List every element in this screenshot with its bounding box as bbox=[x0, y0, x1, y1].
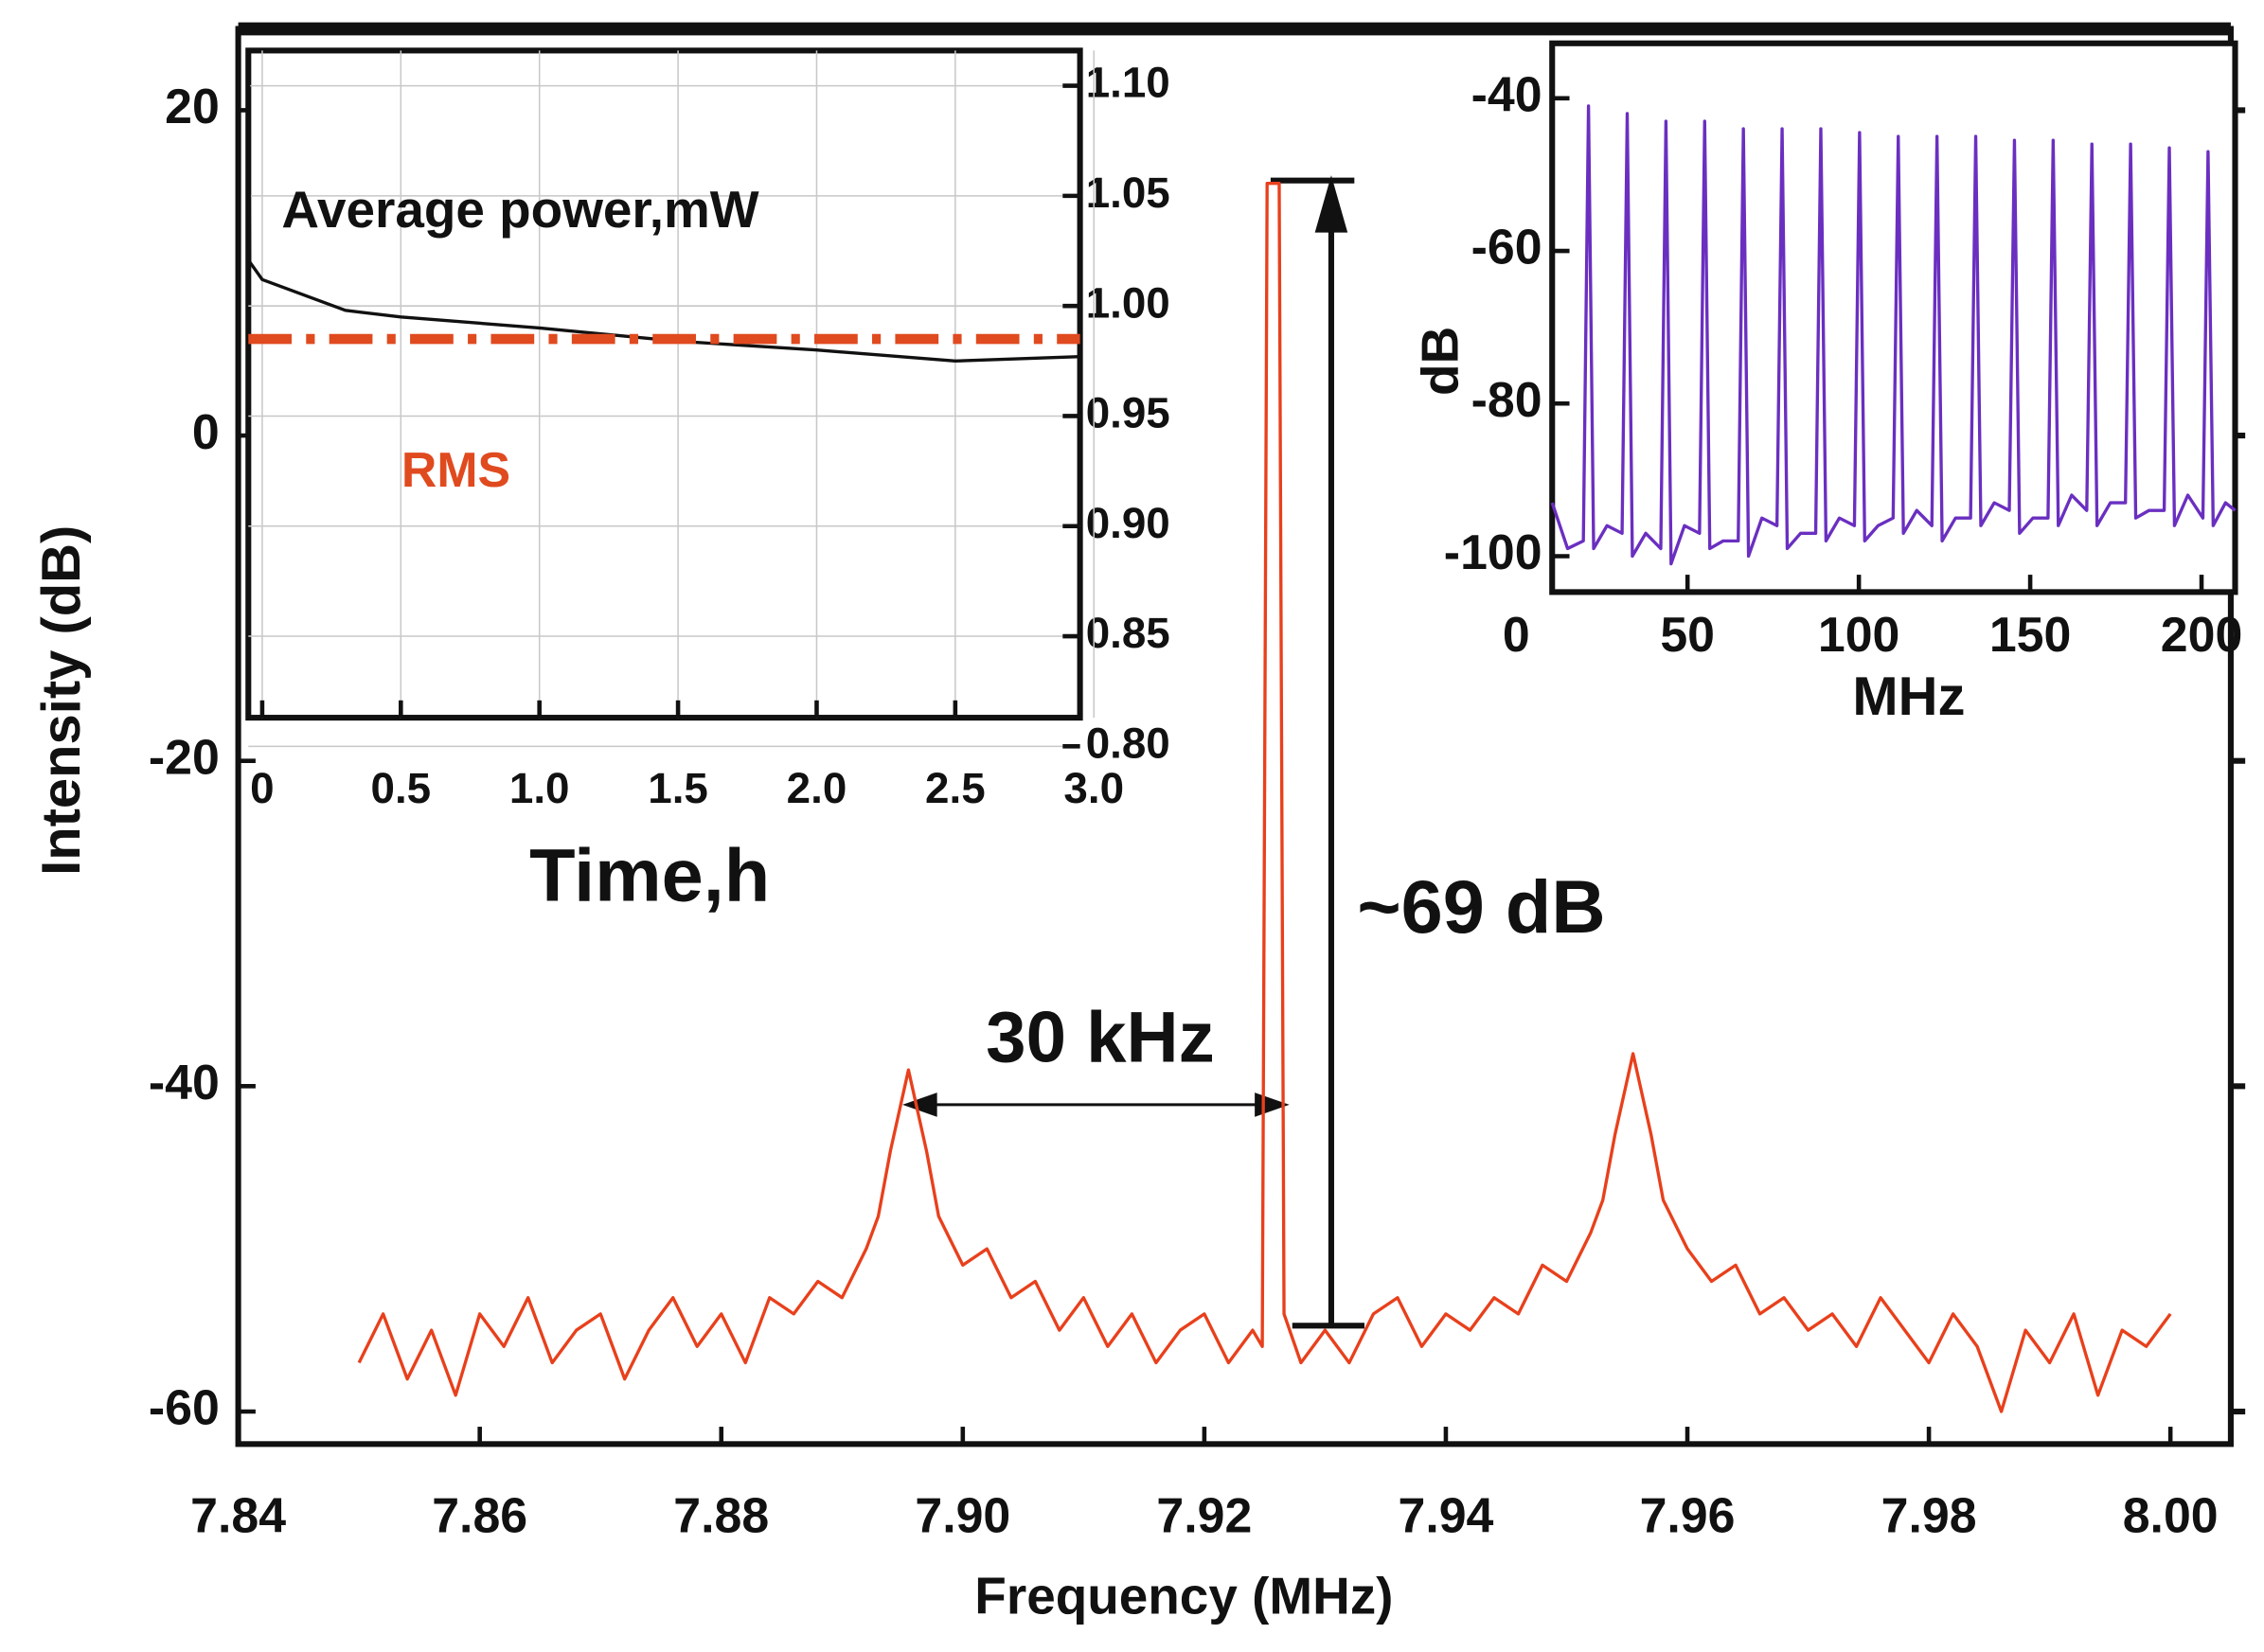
y-tick-label: -20 bbox=[149, 729, 220, 784]
annotation: 30 kHz bbox=[986, 997, 1215, 1077]
y-tick-label: -60 bbox=[149, 1380, 220, 1435]
legend-label: RMS bbox=[401, 442, 510, 497]
x-tick-label: 7.84 bbox=[190, 1487, 286, 1542]
data-line bbox=[246, 50, 1080, 364]
y-tick-label: 0.95 bbox=[1086, 389, 1170, 437]
y-tick-label: 0.85 bbox=[1086, 609, 1170, 657]
x-axis-label: Frequency (MHz) bbox=[974, 1567, 1393, 1625]
y-tick-label: -60 bbox=[1471, 220, 1542, 275]
x-tick-label: 0 bbox=[250, 764, 274, 812]
y-axis-label: Intensity (dB) bbox=[31, 525, 92, 876]
y-tick-label: 1.10 bbox=[1086, 59, 1170, 107]
annotation: ~69 dB bbox=[1357, 864, 1605, 949]
x-tick-label: 200 bbox=[2161, 607, 2242, 662]
x-tick-label: 0.5 bbox=[371, 764, 432, 812]
y-tick-label: 0.80 bbox=[1086, 719, 1170, 767]
y-tick-label: 1.05 bbox=[1086, 169, 1170, 217]
arrow-head bbox=[902, 1092, 937, 1117]
plot-frame bbox=[245, 47, 1083, 721]
x-tick-label: 8.00 bbox=[2123, 1487, 2219, 1542]
x-tick-label: 2.5 bbox=[925, 764, 986, 812]
annotation-arrows bbox=[902, 175, 1365, 1329]
x-tick-label: 1.5 bbox=[648, 764, 708, 812]
x-axis-label: Time,h bbox=[529, 832, 770, 916]
x-tick-label: 7.90 bbox=[915, 1487, 1010, 1542]
y-tick-label: -80 bbox=[1471, 372, 1542, 427]
x-tick-label: 7.96 bbox=[1640, 1487, 1736, 1542]
data-line bbox=[1550, 104, 2237, 566]
y-tick-label: -40 bbox=[1471, 67, 1542, 122]
x-tick-label: 7.98 bbox=[1881, 1487, 1977, 1542]
x-tick-label: 2.0 bbox=[787, 764, 847, 812]
x-tick-label: 7.94 bbox=[1399, 1487, 1494, 1542]
y-tick-label: 20 bbox=[165, 79, 220, 133]
x-tick-label: 7.92 bbox=[1156, 1487, 1252, 1542]
data-line bbox=[357, 182, 2172, 1413]
legend-label: Average power,mW bbox=[281, 180, 758, 239]
arrow-head bbox=[1314, 175, 1348, 233]
y-tick-label: 0 bbox=[192, 404, 220, 459]
x-tick-label: 0 bbox=[1503, 607, 1530, 662]
x-tick-label: 100 bbox=[1818, 607, 1899, 662]
x-tick-label: 7.88 bbox=[673, 1487, 769, 1542]
x-tick-label: 50 bbox=[1660, 607, 1715, 662]
x-axis-label: MHz bbox=[1852, 666, 1965, 727]
y-axis-label: dB bbox=[1410, 327, 1469, 396]
x-tick-label: 3.0 bbox=[1063, 764, 1124, 812]
x-tick-label: 150 bbox=[1989, 607, 2071, 662]
y-tick-label: 1.00 bbox=[1086, 278, 1170, 327]
y-tick-label: 0.90 bbox=[1086, 499, 1170, 547]
y-tick-label: -40 bbox=[149, 1055, 220, 1110]
x-tick-label: 1.0 bbox=[509, 764, 570, 812]
x-tick-label: 7.86 bbox=[432, 1487, 527, 1542]
y-tick-label: -100 bbox=[1444, 524, 1542, 579]
